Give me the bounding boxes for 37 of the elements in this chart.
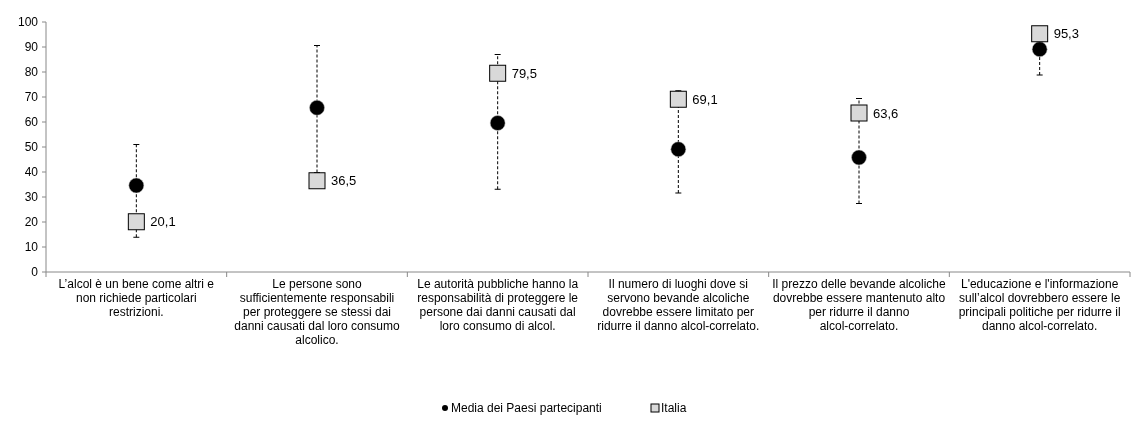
point	[489, 115, 506, 131]
x-tick-label: Il prezzo delle bevande alcoliche dovrebbe essere mantenuto alto per ridurre il danno alcol-correlato.	[772, 277, 947, 333]
legend-label: Italia	[661, 401, 687, 416]
y-tick-label: 0	[31, 265, 39, 280]
data-label: 69,1	[692, 91, 718, 107]
data-label: 95,3	[1053, 26, 1079, 42]
y-tick-label: 20	[24, 215, 39, 230]
point	[851, 149, 867, 166]
data-label: 36,5	[331, 173, 357, 189]
x-tick-label: L’alcol è un bene come altri e non richiede particolari restrizioni.	[58, 277, 215, 319]
y-tick-label: 70	[24, 90, 39, 105]
y-tick-label: 40	[24, 165, 39, 180]
legend-label: Media dei Paesi partecipanti	[451, 401, 602, 416]
point	[309, 100, 325, 116]
point	[850, 104, 868, 122]
x-tick-label: L'educazione e l'informazione sull’alcol dovrebbero essere le principali politiche per ridurre il danno alcol-correlato.	[958, 277, 1121, 333]
y-tick-label: 100	[17, 15, 39, 30]
y-tick-label: 80	[24, 65, 39, 80]
x-tick-label: Le autorità pubbliche hanno la responsabilità di proteggere le persone dai danni causati dal loro consumo di alcol.	[417, 277, 579, 333]
point	[1031, 25, 1049, 43]
point	[1031, 41, 1048, 57]
point	[128, 177, 145, 194]
point	[127, 213, 145, 231]
y-tick-label: 50	[24, 140, 39, 155]
point	[489, 64, 507, 82]
point	[308, 172, 326, 190]
y-tick-label: 60	[24, 115, 39, 130]
y-tick-label: 10	[24, 240, 39, 255]
point	[670, 141, 687, 157]
x-tick-label: Le persone sono sufficientemente responsabili per proteggere se stessi dai danni causati dal loro consumo alcolico.	[234, 277, 401, 347]
y-tick-label: 30	[24, 190, 39, 205]
point	[669, 90, 687, 108]
x-tick-label: Il numero di luoghi dove si servono bevande alcoliche dovrebbe essere limitato per ridurre il danno alcol-correlato.	[597, 277, 760, 333]
data-label: 79,5	[511, 65, 537, 81]
y-tick-label: 90	[24, 40, 39, 55]
data-label: 20,1	[150, 214, 176, 230]
data-label: 63,6	[873, 105, 899, 121]
